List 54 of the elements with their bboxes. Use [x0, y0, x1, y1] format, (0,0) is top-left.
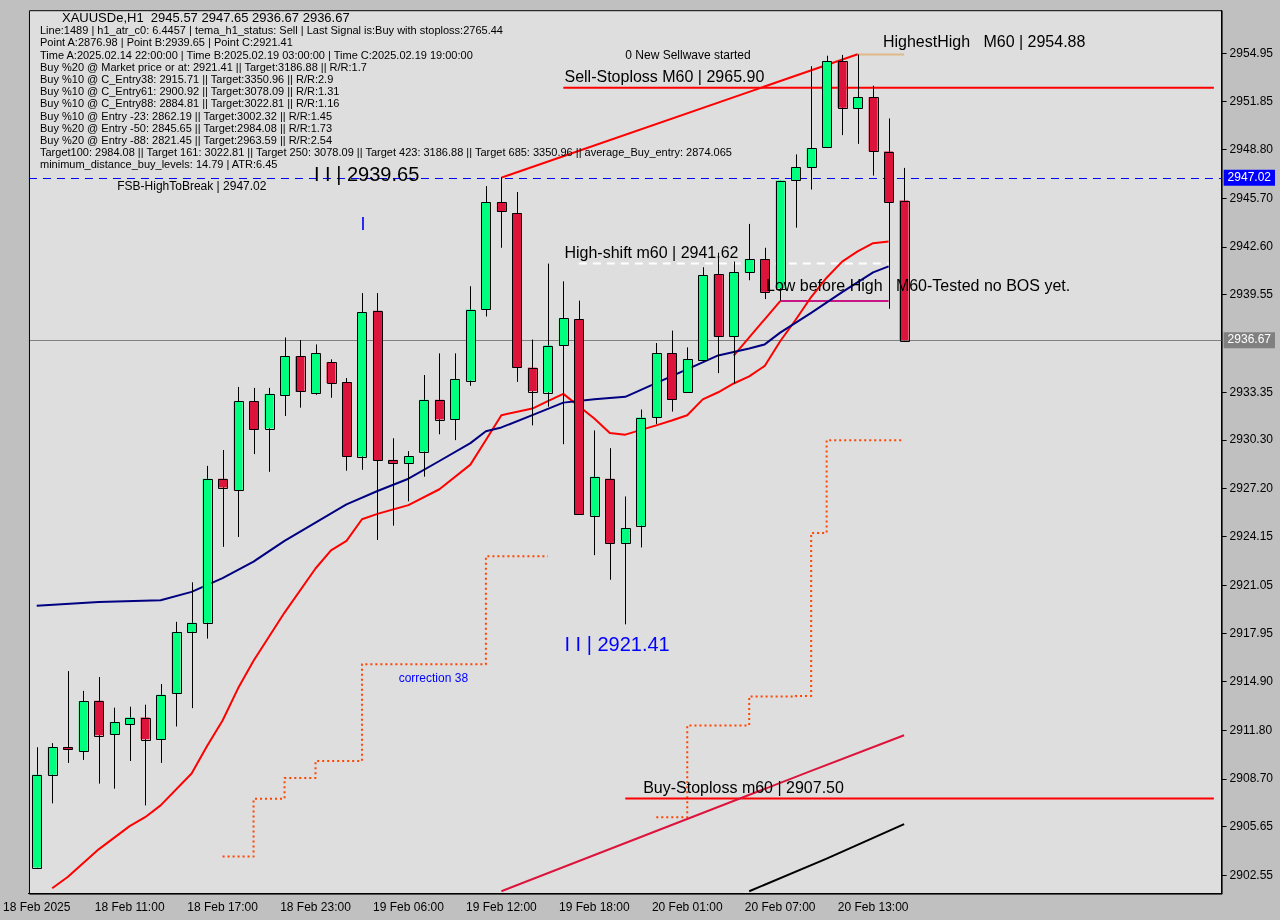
y-tick-label: 2902.55: [1229, 867, 1274, 882]
y-tick-label: 2954.95: [1229, 45, 1274, 60]
x-tick-label: 19 Feb 06:00: [373, 900, 445, 915]
y-tick-label: 2908.70: [1229, 771, 1274, 786]
annotation: correction 38: [398, 670, 469, 685]
y-tick-label: 2933.35: [1229, 384, 1274, 399]
annotation: minimum_distance_buy_levels: 14.79 | ATR:6.45: [40, 158, 278, 171]
y-tick-label: 2948.80: [1229, 142, 1274, 157]
annotation: High-shift m60 | 2941.62: [564, 243, 739, 261]
y-tick-label: 2927.20: [1229, 481, 1274, 496]
y-tick-label: 2905.65: [1229, 819, 1274, 834]
annotation: Point A:2876.98 | Point B:2939.65 | Point C:2921.41: [40, 36, 294, 49]
ref-line-label: 2947.02: [1227, 170, 1272, 185]
annotation: Target100: 2984.08 || Target 161: 3022.81 || Target 250: 3078.09 || Target 423: 3186.88 || Target 685: 3350.96 || average_Buy_entry: 2874.065: [40, 146, 732, 159]
y-tick-label: 2951.85: [1229, 94, 1274, 109]
annotation: Buy %10 @ C_Entry61: 2900.92 || Target:3078.09 || R/R:1.31: [40, 85, 341, 98]
annotation: I I | 2939.65: [314, 162, 420, 185]
chart-title: XAUUSDe,H1 2945.57 2947.65 2936.67 2936.67: [61, 10, 351, 25]
y-tick-label: 2939.55: [1229, 287, 1274, 302]
x-tick-label: 19 Feb 12:00: [466, 900, 538, 915]
annotation: Buy %10 @ C_Entry88: 2884.81 || Target:3022.81 || R/R:1.16: [40, 97, 341, 110]
annotation: FSB-HighToBreak | 2947.02: [117, 179, 267, 194]
annotation: Buy %20 @ Entry -50: 2845.65 || Target:2984.08 || R/R:1.73: [40, 121, 334, 135]
annotation: Line:1489 | h1_atr_c0: 6.4457 | tema_h1_status: Sell | Last Signal is:Buy with stoploss:2765.44: [40, 24, 504, 37]
annotation: HighestHigh M60 | 2954.88: [882, 33, 1086, 51]
x-tick-label: 20 Feb 13:00: [837, 900, 909, 915]
annotation: 0 New Sellwave started: [625, 47, 751, 62]
annotation: Time A:2025.02.14 22:00:00 | Time B:2025.02.19 03:00:00 | Time C:2025.02.19 19:00:00: [40, 48, 473, 61]
x-tick-label: 19 Feb 18:00: [558, 900, 630, 915]
x-tick-label: 18 Feb 11:00: [94, 900, 165, 915]
candlestick: [853, 53, 863, 145]
y-tick-label: 2914.90: [1229, 674, 1274, 689]
annotation: I: [360, 213, 366, 234]
annotation: Sell-Stoploss M60 | 2965.90: [564, 68, 765, 86]
candlestick: [63, 670, 73, 764]
annotation: I I | 2921.41: [564, 632, 670, 655]
y-tick-label: 2930.30: [1229, 432, 1274, 447]
y-tick-label: 2942.60: [1229, 239, 1274, 254]
y-tick-label: 2911.80: [1229, 722, 1273, 737]
x-tick-label: 20 Feb 01:00: [651, 900, 723, 915]
annotation: Buy %10 @ Entry -23: 2862.19 || Target:3002.32 || R/R:1.45: [40, 109, 334, 122]
x-tick-label: 20 Feb 07:00: [744, 900, 816, 915]
annotation: Buy %20 @ Market price or at: 2921.41 || Target:3186.88 || R/R:1.7: [40, 60, 367, 73]
y-tick-label: 2917.95: [1229, 626, 1274, 641]
y-tick-label: 2945.70: [1229, 190, 1274, 205]
x-tick-label: 18 Feb 2025: [3, 900, 71, 915]
candlestick: [791, 153, 801, 229]
x-tick-label: 18 Feb 17:00: [187, 900, 259, 915]
x-tick-label: 18 Feb 23:00: [280, 900, 352, 915]
annotation: Buy %10 @ C_Entry38: 2915.71 || Target:3350.96 || R/R:2.9: [40, 73, 334, 86]
y-tick-label: 2921.05: [1229, 577, 1274, 592]
ref-line-label: 2936.67: [1227, 332, 1272, 347]
y-tick-label: 2924.15: [1229, 528, 1274, 543]
annotation: Buy %20 @ Entry -88: 2821.45 || Target:2963.59 || R/R:2.54: [40, 134, 334, 147]
